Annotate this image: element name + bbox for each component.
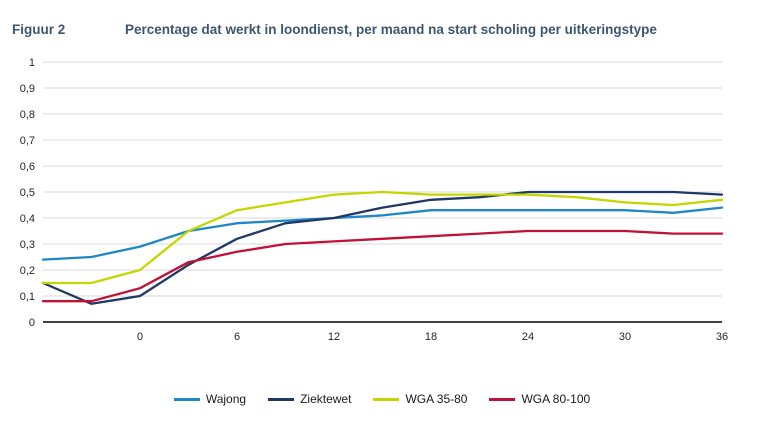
y-tick-label: 0,6 bbox=[20, 161, 35, 173]
legend-item-wga-35-80: WGA 35-80 bbox=[373, 392, 467, 406]
legend: Wajong Ziektewet WGA 35-80 WGA 80-100 bbox=[0, 392, 764, 406]
x-tick-label: 24 bbox=[522, 331, 534, 343]
legend-item-label: WGA 80-100 bbox=[521, 392, 591, 406]
legend-item-wajong: Wajong bbox=[173, 392, 247, 406]
x-tick-label: 6 bbox=[234, 331, 240, 343]
figure-label: Figuur 2 bbox=[12, 22, 66, 37]
series-line-wga-80-100 bbox=[41, 229, 724, 303]
series-line-ziektewet bbox=[41, 190, 724, 305]
y-tick-label: 1 bbox=[29, 57, 35, 69]
legend-item-label: WGA 35-80 bbox=[405, 392, 468, 406]
x-tick-label: 30 bbox=[619, 331, 631, 343]
legend-line-swatch-icon bbox=[268, 397, 295, 401]
x-tick-label: 18 bbox=[425, 331, 437, 343]
y-tick-label: 0,9 bbox=[20, 83, 35, 95]
series-line-wga-35-80 bbox=[41, 190, 724, 285]
x-tick-label: 36 bbox=[716, 331, 728, 343]
legend-item-label: Ziektewet bbox=[300, 392, 352, 406]
y-tick-label: 0,1 bbox=[20, 291, 35, 303]
legend-line-swatch-icon bbox=[173, 397, 200, 401]
legend-item-ziektewet: Ziektewet bbox=[268, 392, 351, 406]
y-tick-label: 0,5 bbox=[20, 187, 35, 199]
x-tick-label: 12 bbox=[328, 331, 340, 343]
legend-line-swatch-icon bbox=[489, 397, 516, 401]
y-tick-label: 0,7 bbox=[20, 135, 35, 147]
legend-line-swatch-icon bbox=[373, 397, 400, 401]
y-tick-label: 0,2 bbox=[20, 265, 35, 277]
legend-item-label: Wajong bbox=[205, 392, 247, 406]
chart-title: Percentage dat werkt in loondienst, per … bbox=[125, 22, 657, 37]
series-line-wajong bbox=[41, 206, 724, 261]
y-tick-label: 0,4 bbox=[20, 213, 35, 225]
y-tick-label: 0,3 bbox=[20, 239, 35, 251]
x-tick-label: 0 bbox=[137, 331, 143, 343]
legend-item-wga-80-100: WGA 80-100 bbox=[489, 392, 590, 406]
y-tick-label: 0 bbox=[29, 317, 35, 329]
y-tick-label: 0,8 bbox=[20, 109, 35, 121]
